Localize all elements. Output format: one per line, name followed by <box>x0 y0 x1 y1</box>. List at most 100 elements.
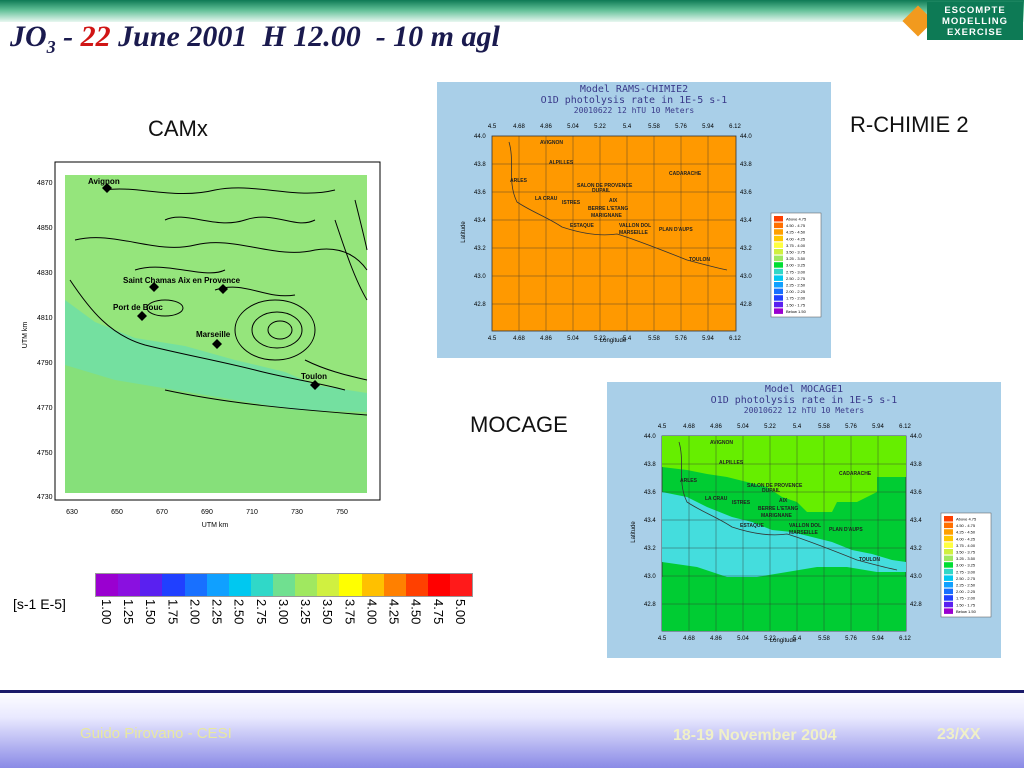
legend-swatch <box>944 608 953 614</box>
colorbar-tick-label: 5.00 <box>452 599 468 625</box>
mocage-title-2: O1D photolysis rate in 1E-5 s-1 <box>711 395 898 406</box>
y-tick-label: 43.6 <box>644 490 656 496</box>
city-marker-marseille <box>212 339 222 349</box>
legend-label: 2.75 - 3.00 <box>786 269 806 274</box>
y-tick-label: 43.8 <box>740 162 752 168</box>
y-tick-label: 43.2 <box>910 546 922 552</box>
legend-label: 3.50 - 3.75 <box>786 250 806 255</box>
colorbar-swatch <box>427 574 450 596</box>
legend-swatch <box>774 301 783 308</box>
footer-band <box>0 690 1024 768</box>
y-tick-label: 4730 <box>37 494 53 501</box>
x-tick-label: 5.94 <box>872 424 884 430</box>
rchimie-panel: Model RAMS-CHIMIE2 O1D photolysis rate i… <box>437 82 831 358</box>
legend-label: 2.00 - 2.25 <box>786 289 806 294</box>
x-axis-title: UTM km <box>202 522 229 529</box>
footer-divider <box>0 690 1024 693</box>
x-tick-label: 4.68 <box>513 336 525 342</box>
legend-swatch <box>944 529 953 535</box>
y-tick-label: 43.6 <box>740 190 752 196</box>
colorbar-swatch <box>96 574 119 596</box>
legend-label: 1.75 - 2.00 <box>956 596 976 601</box>
legend-swatch <box>944 582 953 588</box>
city-label-marseille: Marseille <box>196 330 231 339</box>
x-tick-label: 5.76 <box>675 336 687 342</box>
legend-label: 2.25 - 2.50 <box>956 583 976 588</box>
y-axis-title: UTM km <box>22 322 29 349</box>
x-tick-label: 5.4 <box>623 124 632 130</box>
colorbar-swatch <box>228 574 251 596</box>
camx-contour <box>134 266 226 274</box>
x-axis-title: Longitude <box>600 338 627 344</box>
legend-swatch <box>774 308 783 314</box>
city-label-avignon: Avignon <box>88 177 120 186</box>
map-city: AVIGNON <box>540 140 563 146</box>
x-tick-label: 4.68 <box>513 124 525 130</box>
colorbar <box>95 573 473 597</box>
legend-label: 4.25 - 4.50 <box>956 530 976 535</box>
y-tick-label: 43.6 <box>910 490 922 496</box>
x-tick-label: 4.5 <box>488 336 497 342</box>
camx-contour <box>267 320 293 340</box>
map-city: ALPILLES <box>719 460 744 466</box>
x-tick-label: 650 <box>111 509 123 516</box>
y-tick-label: 43.2 <box>740 246 752 252</box>
camx-contour <box>74 237 368 271</box>
x-tick-label: 5.22 <box>594 124 606 130</box>
colorbar-tick-label: 3.25 <box>298 599 314 625</box>
legend-swatch <box>774 275 783 281</box>
colorbar-swatch <box>206 574 229 596</box>
y-tick-label: 4850 <box>37 225 53 232</box>
legend-swatch <box>774 242 783 248</box>
y-tick-label: 43.2 <box>644 546 656 552</box>
map-city: CADARACHE <box>839 471 872 477</box>
y-tick-label: 43.8 <box>474 162 486 168</box>
mocage-land-zone <box>662 436 906 512</box>
colorbar-tick-label: 4.75 <box>430 599 446 625</box>
x-tick-label: 750 <box>336 509 348 516</box>
x-tick-label: 710 <box>246 509 258 516</box>
camx-sea-field <box>65 365 367 493</box>
y-tick-label: 42.8 <box>910 602 922 608</box>
legend-swatch <box>944 516 953 522</box>
camx-contour <box>334 219 368 301</box>
colorbar-swatch <box>405 574 428 596</box>
colorbar-swatch <box>295 574 318 596</box>
legend-swatch <box>774 235 783 242</box>
mocage-label: MOCAGE <box>470 412 568 437</box>
colorbar-swatch <box>118 574 141 596</box>
x-tick-label: 5.76 <box>675 124 687 130</box>
rchimie-title-3: 20010622 12 hTU 10 Meters <box>574 106 695 115</box>
rchimie-title-2: O1D photolysis rate in 1E-5 s-1 <box>541 95 728 106</box>
camx-contour <box>146 299 184 317</box>
mocage-grid <box>662 436 906 631</box>
legend-label: Above 4.75 <box>956 517 977 522</box>
legend-label: 2.25 - 2.50 <box>786 283 806 288</box>
map-city: CADARACHE <box>669 171 702 177</box>
colorbar-tick-label: 4.50 <box>408 599 424 625</box>
x-axis-title: Longitude <box>770 638 797 644</box>
mocage-coastline <box>678 441 898 571</box>
legend-swatch <box>944 575 953 581</box>
city-label-toulon: Toulon <box>301 372 327 381</box>
x-tick-label: 5.04 <box>737 636 749 642</box>
x-tick-label: 4.86 <box>710 424 722 430</box>
y-tick-label: 44.0 <box>740 134 752 140</box>
legend-swatch <box>774 249 783 255</box>
city-label-saint-chamas-aix: Saint Chamas Aix en Provence <box>123 276 241 285</box>
map-city: SALON DE PROVENCE <box>747 483 803 489</box>
x-tick-label: 5.58 <box>818 636 830 642</box>
y-tick-label: 43.0 <box>740 274 752 280</box>
city-label-port-de-bouc: Port de Bouc <box>113 303 163 312</box>
city-marker-saint-chamas <box>149 282 159 292</box>
legend-label: 3.75 - 4.00 <box>956 543 976 548</box>
colorbar-swatch <box>383 574 406 596</box>
x-tick-label: 5.94 <box>702 124 714 130</box>
x-tick-label: 5.76 <box>845 636 857 642</box>
y-tick-label: 43.4 <box>910 518 922 524</box>
legend-swatch <box>944 595 953 601</box>
colorbar-tick-label: 4.25 <box>386 599 402 625</box>
x-tick-label: 630 <box>66 509 78 516</box>
legend-label: 3.00 - 3.25 <box>956 563 976 568</box>
legend-label: 4.50 - 4.75 <box>956 523 976 528</box>
